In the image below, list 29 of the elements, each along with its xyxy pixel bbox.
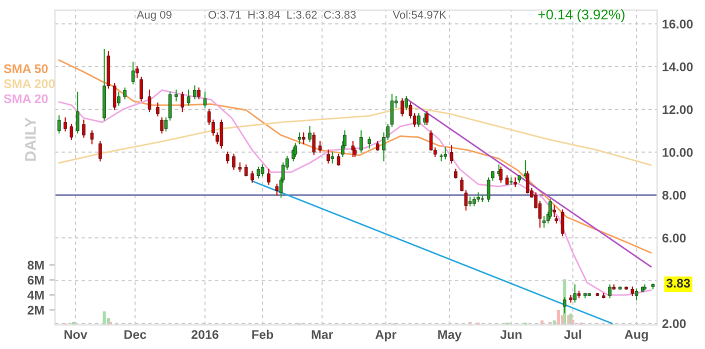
x-tick-label: May — [438, 330, 462, 342]
x-tick-label: Aug — [624, 330, 648, 342]
y-tick-label: 10.00 — [662, 148, 693, 157]
annotation: O:3.71 H:3.84 L:3.62 C:3.83 — [208, 10, 356, 19]
annotation: 3.83 — [666, 278, 690, 288]
x-tick-label: 2016 — [192, 330, 218, 339]
y-tick-label: 2.00 — [662, 319, 686, 328]
y-tick-label: 12.00 — [662, 105, 693, 114]
y-tick-label: 6.00 — [662, 234, 686, 242]
y2-tick-label: 2M — [28, 306, 44, 314]
x-tick-label: Mar — [312, 330, 334, 339]
x-tick-label: Jun — [500, 330, 522, 339]
annotation: +0.14 (3.92%) — [538, 9, 624, 22]
y-tick-label: 8.00 — [662, 190, 686, 200]
text: SMA 200 — [4, 79, 55, 88]
annotation: Vol:54.97K — [392, 10, 446, 19]
annotation: Aug 09 — [136, 10, 172, 21]
y-tick-label: 14.00 — [662, 62, 693, 72]
series-label: SMA 20 — [4, 94, 48, 104]
series-label: SMA 50 — [4, 64, 48, 74]
y2-tick-label: 8M — [28, 260, 44, 270]
x-tick-label: Dec — [124, 330, 146, 339]
x-tick-label: Apr — [375, 330, 396, 342]
y2-tick-label: 4M — [27, 290, 44, 300]
x-tick-label: Nov — [64, 330, 88, 339]
x-tick-label: Feb — [252, 330, 274, 339]
y2-tick-label: 6M — [28, 276, 44, 285]
x-tick-label: Jul — [564, 330, 581, 339]
y-tick-label: 16.00 — [662, 20, 693, 28]
